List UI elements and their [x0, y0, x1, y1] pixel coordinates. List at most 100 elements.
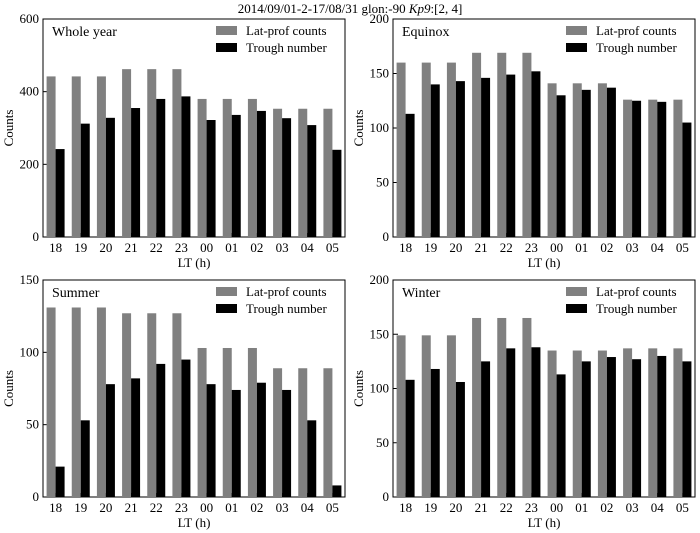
panel-1-bar-lat-prof-03 — [273, 108, 283, 237]
panel-4-bar-lat-prof-21 — [472, 317, 482, 497]
panel-2-x-tick-label: 20 — [449, 240, 462, 255]
panel-1-y-tick-label: 200 — [20, 156, 40, 171]
panel-1-x-tick-label: 05 — [326, 240, 339, 255]
panel-4-x-tick-label: 20 — [449, 500, 462, 515]
panel-1-legend-label-trough: Trough number — [246, 40, 327, 55]
panel-3-y-tick-label: 50 — [26, 417, 39, 432]
panel-2-bar-trough-23 — [531, 71, 541, 237]
panel-2-bar-lat-prof-00 — [547, 83, 557, 237]
panel-4-x-tick-label: 04 — [651, 500, 665, 515]
panel-4-bar-trough-00 — [556, 374, 566, 497]
panel-1-plot-frame — [42, 18, 346, 238]
panel-4-bar-lat-prof-05 — [673, 348, 683, 497]
panel-1-y-tick-label: 0 — [33, 229, 40, 244]
panel-2-y-tick-label: 50 — [376, 175, 389, 190]
panel-4-legend-swatch-trough — [566, 304, 587, 313]
panel-1-bar-lat-prof-01 — [222, 98, 232, 237]
panel-3-legend-label-trough: Trough number — [246, 301, 327, 316]
figure-title-prefix: 2014/09/01-2-17/08/31 glon:-90 — [237, 1, 409, 16]
panel-1-bar-lat-prof-00 — [197, 98, 207, 237]
panel-2-bar-lat-prof-05 — [673, 99, 683, 237]
panel-1-bar-trough-19 — [80, 123, 90, 237]
panel-3-x-tick-label: 01 — [225, 500, 238, 515]
panel-4-x-axis-label: LT (h) — [528, 515, 561, 530]
panel-4-y-axis-label: Counts — [351, 370, 366, 407]
panel-2-bar-lat-prof-22 — [497, 52, 507, 237]
panel-3-x-axis-label: LT (h) — [178, 515, 211, 530]
panel-4-y-tick-label: 50 — [376, 435, 389, 450]
panel-1-x-axis-label: LT (h) — [178, 255, 211, 270]
panel-3-bar-trough-05 — [332, 485, 342, 497]
panel-1-x-tick-label: 18 — [49, 240, 62, 255]
panel-3-bar-lat-prof-05 — [323, 368, 333, 497]
panel-4-bar-lat-prof-23 — [522, 317, 532, 497]
panel-4-bar-lat-prof-19 — [421, 335, 431, 497]
panel-2-bar-trough-20 — [455, 81, 465, 237]
panel-4-bar-lat-prof-22 — [497, 317, 507, 497]
panel-3-x-tick-label: 21 — [125, 500, 138, 515]
panel-1-x-tick-label: 02 — [250, 240, 263, 255]
panel-3-plot-frame — [42, 279, 346, 498]
panel-3-bar-lat-prof-04 — [298, 368, 308, 497]
panel-4-y-tick-label: 0 — [383, 489, 390, 504]
panel-3-legend-swatch-lat-prof — [216, 287, 237, 296]
panel-1-legend-swatch-trough — [216, 43, 237, 52]
panel-2-bar-lat-prof-23 — [522, 52, 532, 237]
panel-1-bar-lat-prof-18 — [46, 76, 56, 237]
panel-1-bar-trough-05 — [332, 149, 342, 237]
panel-4-x-tick-label: 21 — [475, 500, 488, 515]
panel-1-bar-trough-03 — [282, 118, 292, 237]
panel-4-bar-trough-03 — [632, 359, 642, 497]
panel-2-legend-swatch-lat-prof — [566, 26, 587, 35]
panel-2-legend-label-trough: Trough number — [596, 40, 677, 55]
panel-4-panel-title: Winter — [402, 286, 441, 301]
panel-3-bar-trough-01 — [231, 389, 241, 497]
panel-2-x-tick-label: 00 — [550, 240, 563, 255]
panel-3-legend-label-lat-prof: Lat-prof counts — [246, 284, 327, 299]
panel-3-x-tick-label: 20 — [99, 500, 112, 515]
panel-4-bar-trough-23 — [531, 347, 541, 497]
panel-2-bar-trough-18 — [405, 113, 415, 237]
panel-1-bar-trough-00 — [206, 120, 216, 237]
panel-3-y-axis-label: Counts — [1, 370, 16, 407]
panel-4-x-tick-label: 00 — [550, 500, 563, 515]
panel-4-bar-lat-prof-00 — [547, 350, 557, 497]
panel-3-bar-lat-prof-21 — [122, 313, 132, 497]
panel-3-bar-lat-prof-19 — [71, 307, 81, 497]
panel-4-legend-label-trough: Trough number — [596, 301, 677, 316]
panel-1-y-tick-label: 400 — [20, 84, 40, 99]
panel-2-bar-trough-04 — [657, 101, 667, 237]
panel-3-panel-title: Summer — [52, 286, 100, 301]
panel-3-y-tick-label: 0 — [33, 489, 40, 504]
panel-1-y-tick-label: 600 — [20, 11, 40, 26]
panel-4-bar-lat-prof-02 — [597, 350, 607, 497]
panel-2-y-tick-label: 150 — [370, 66, 390, 81]
panel-1-bar-lat-prof-19 — [71, 76, 81, 237]
panel-2-bar-trough-21 — [481, 77, 491, 237]
panel-2-x-tick-label: 23 — [525, 240, 538, 255]
panel-1-bar-trough-04 — [307, 125, 317, 237]
panel-3-bar-trough-21 — [131, 378, 141, 497]
panel-4-x-tick-label: 03 — [626, 500, 639, 515]
panel-4-bar-lat-prof-18 — [396, 335, 406, 497]
panel-4-bar-trough-02 — [606, 357, 616, 497]
panel-2-bar-trough-05 — [682, 122, 692, 237]
figure-title: 2014/09/01-2-17/08/31 glon:-90 Kp9:[2, 4… — [0, 1, 700, 17]
panel-3-bar-trough-23 — [181, 359, 191, 497]
panel-2-y-axis-label: Counts — [351, 110, 366, 147]
panel-4-x-tick-label: 02 — [600, 500, 613, 515]
panel-2-y-tick-label: 200 — [370, 11, 390, 26]
panel-3-bar-lat-prof-20 — [96, 307, 106, 497]
panel-3-bar-lat-prof-23 — [172, 313, 182, 497]
panel-4-x-tick-label: 18 — [399, 500, 412, 515]
panel-2-bar-trough-19 — [430, 84, 440, 238]
panel-3-bar-trough-19 — [80, 420, 90, 497]
panel-1-bar-trough-20 — [105, 117, 115, 237]
panel-2-bar-lat-prof-03 — [623, 99, 633, 237]
panel-3-bar-trough-03 — [282, 389, 292, 497]
panel-1-x-tick-label: 00 — [200, 240, 213, 255]
panel-3-x-tick-label: 23 — [175, 500, 188, 515]
panel-2-x-tick-label: 21 — [475, 240, 488, 255]
panel-3-bar-lat-prof-22 — [147, 313, 157, 497]
